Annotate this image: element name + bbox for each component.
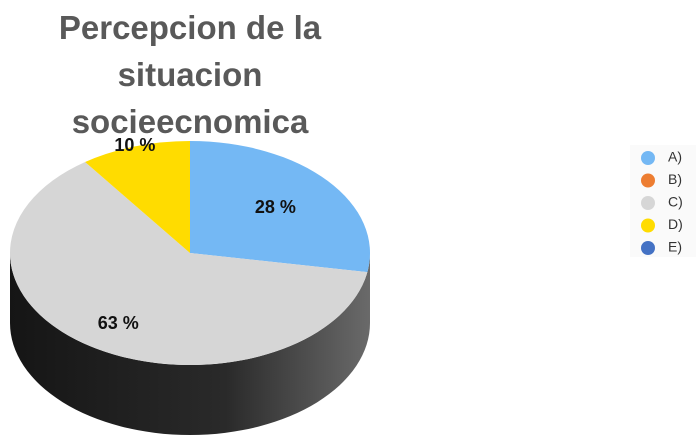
legend-label: A) xyxy=(668,149,682,165)
pie-slice xyxy=(85,141,190,253)
pie-slice xyxy=(190,141,370,273)
legend-box xyxy=(630,145,696,257)
data-label: 10 % xyxy=(114,135,155,155)
legend-marker xyxy=(641,218,655,233)
legend-label: D) xyxy=(668,216,683,232)
legend-marker xyxy=(641,241,655,255)
legend-label: B) xyxy=(668,171,682,187)
pie-slice xyxy=(10,161,368,365)
legend-label: E) xyxy=(668,239,682,255)
chart-title: Percepcion de la situacion socieecnomica xyxy=(58,9,322,140)
legend-marker xyxy=(641,151,655,165)
legend-marker xyxy=(641,196,655,210)
pie-side xyxy=(10,253,370,435)
legend-marker xyxy=(641,173,655,188)
data-label: 63 % xyxy=(98,313,139,333)
data-label: 28 % xyxy=(255,197,296,217)
legend-label: C) xyxy=(668,194,683,210)
